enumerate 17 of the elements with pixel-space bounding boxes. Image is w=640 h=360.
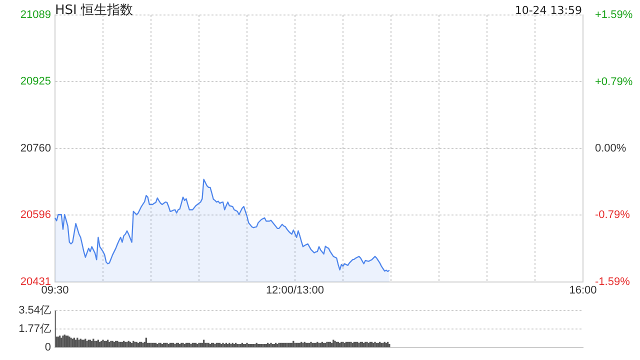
- annotation: 10-24 13:59: [514, 4, 582, 17]
- y-tick-label: 20925: [20, 76, 51, 88]
- y-tick-label: 20596: [20, 209, 51, 222]
- y2-tick-label: 0.00%: [595, 142, 626, 155]
- x-tick-label: 09:30: [41, 284, 69, 297]
- y-tick-label: 21089: [20, 9, 51, 22]
- y2-tick-label: +0.79%: [595, 76, 633, 88]
- y-tick-label: 1.77亿: [18, 323, 51, 336]
- y-tick-label: 3.54亿: [18, 304, 51, 317]
- y2-tick-label: +1.59%: [595, 9, 633, 22]
- chart-title: HSI 恒生指数: [55, 2, 133, 19]
- y2-tick-label: -0.79%: [595, 208, 630, 221]
- x-tick-label: 16:00: [569, 284, 597, 297]
- y-tick-label: 20760: [20, 142, 51, 155]
- x-tick-label: 12:00/13:00: [266, 284, 324, 297]
- y-tick-label: 0: [44, 341, 51, 354]
- y2-tick-label: -1.59%: [595, 276, 630, 288]
